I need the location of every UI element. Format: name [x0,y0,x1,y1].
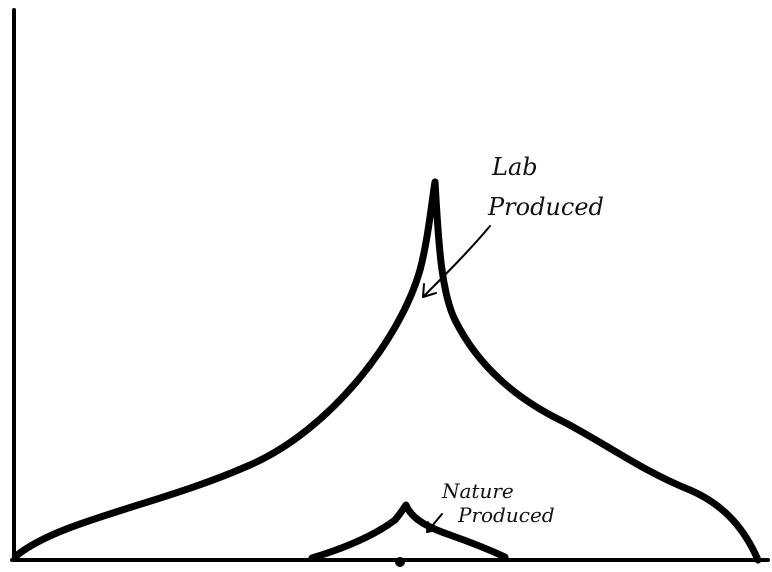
nature-arrow [426,513,443,533]
dot [395,557,405,567]
lab-arrow [422,225,491,298]
lab-label-line1: Lab [491,153,538,181]
nature-label-line1: Nature [441,479,514,503]
nature-label-line2: Produced [457,503,555,527]
lab-label-line2: Produced [487,193,604,221]
nature-curve [308,501,509,562]
lab-curve [12,178,762,564]
